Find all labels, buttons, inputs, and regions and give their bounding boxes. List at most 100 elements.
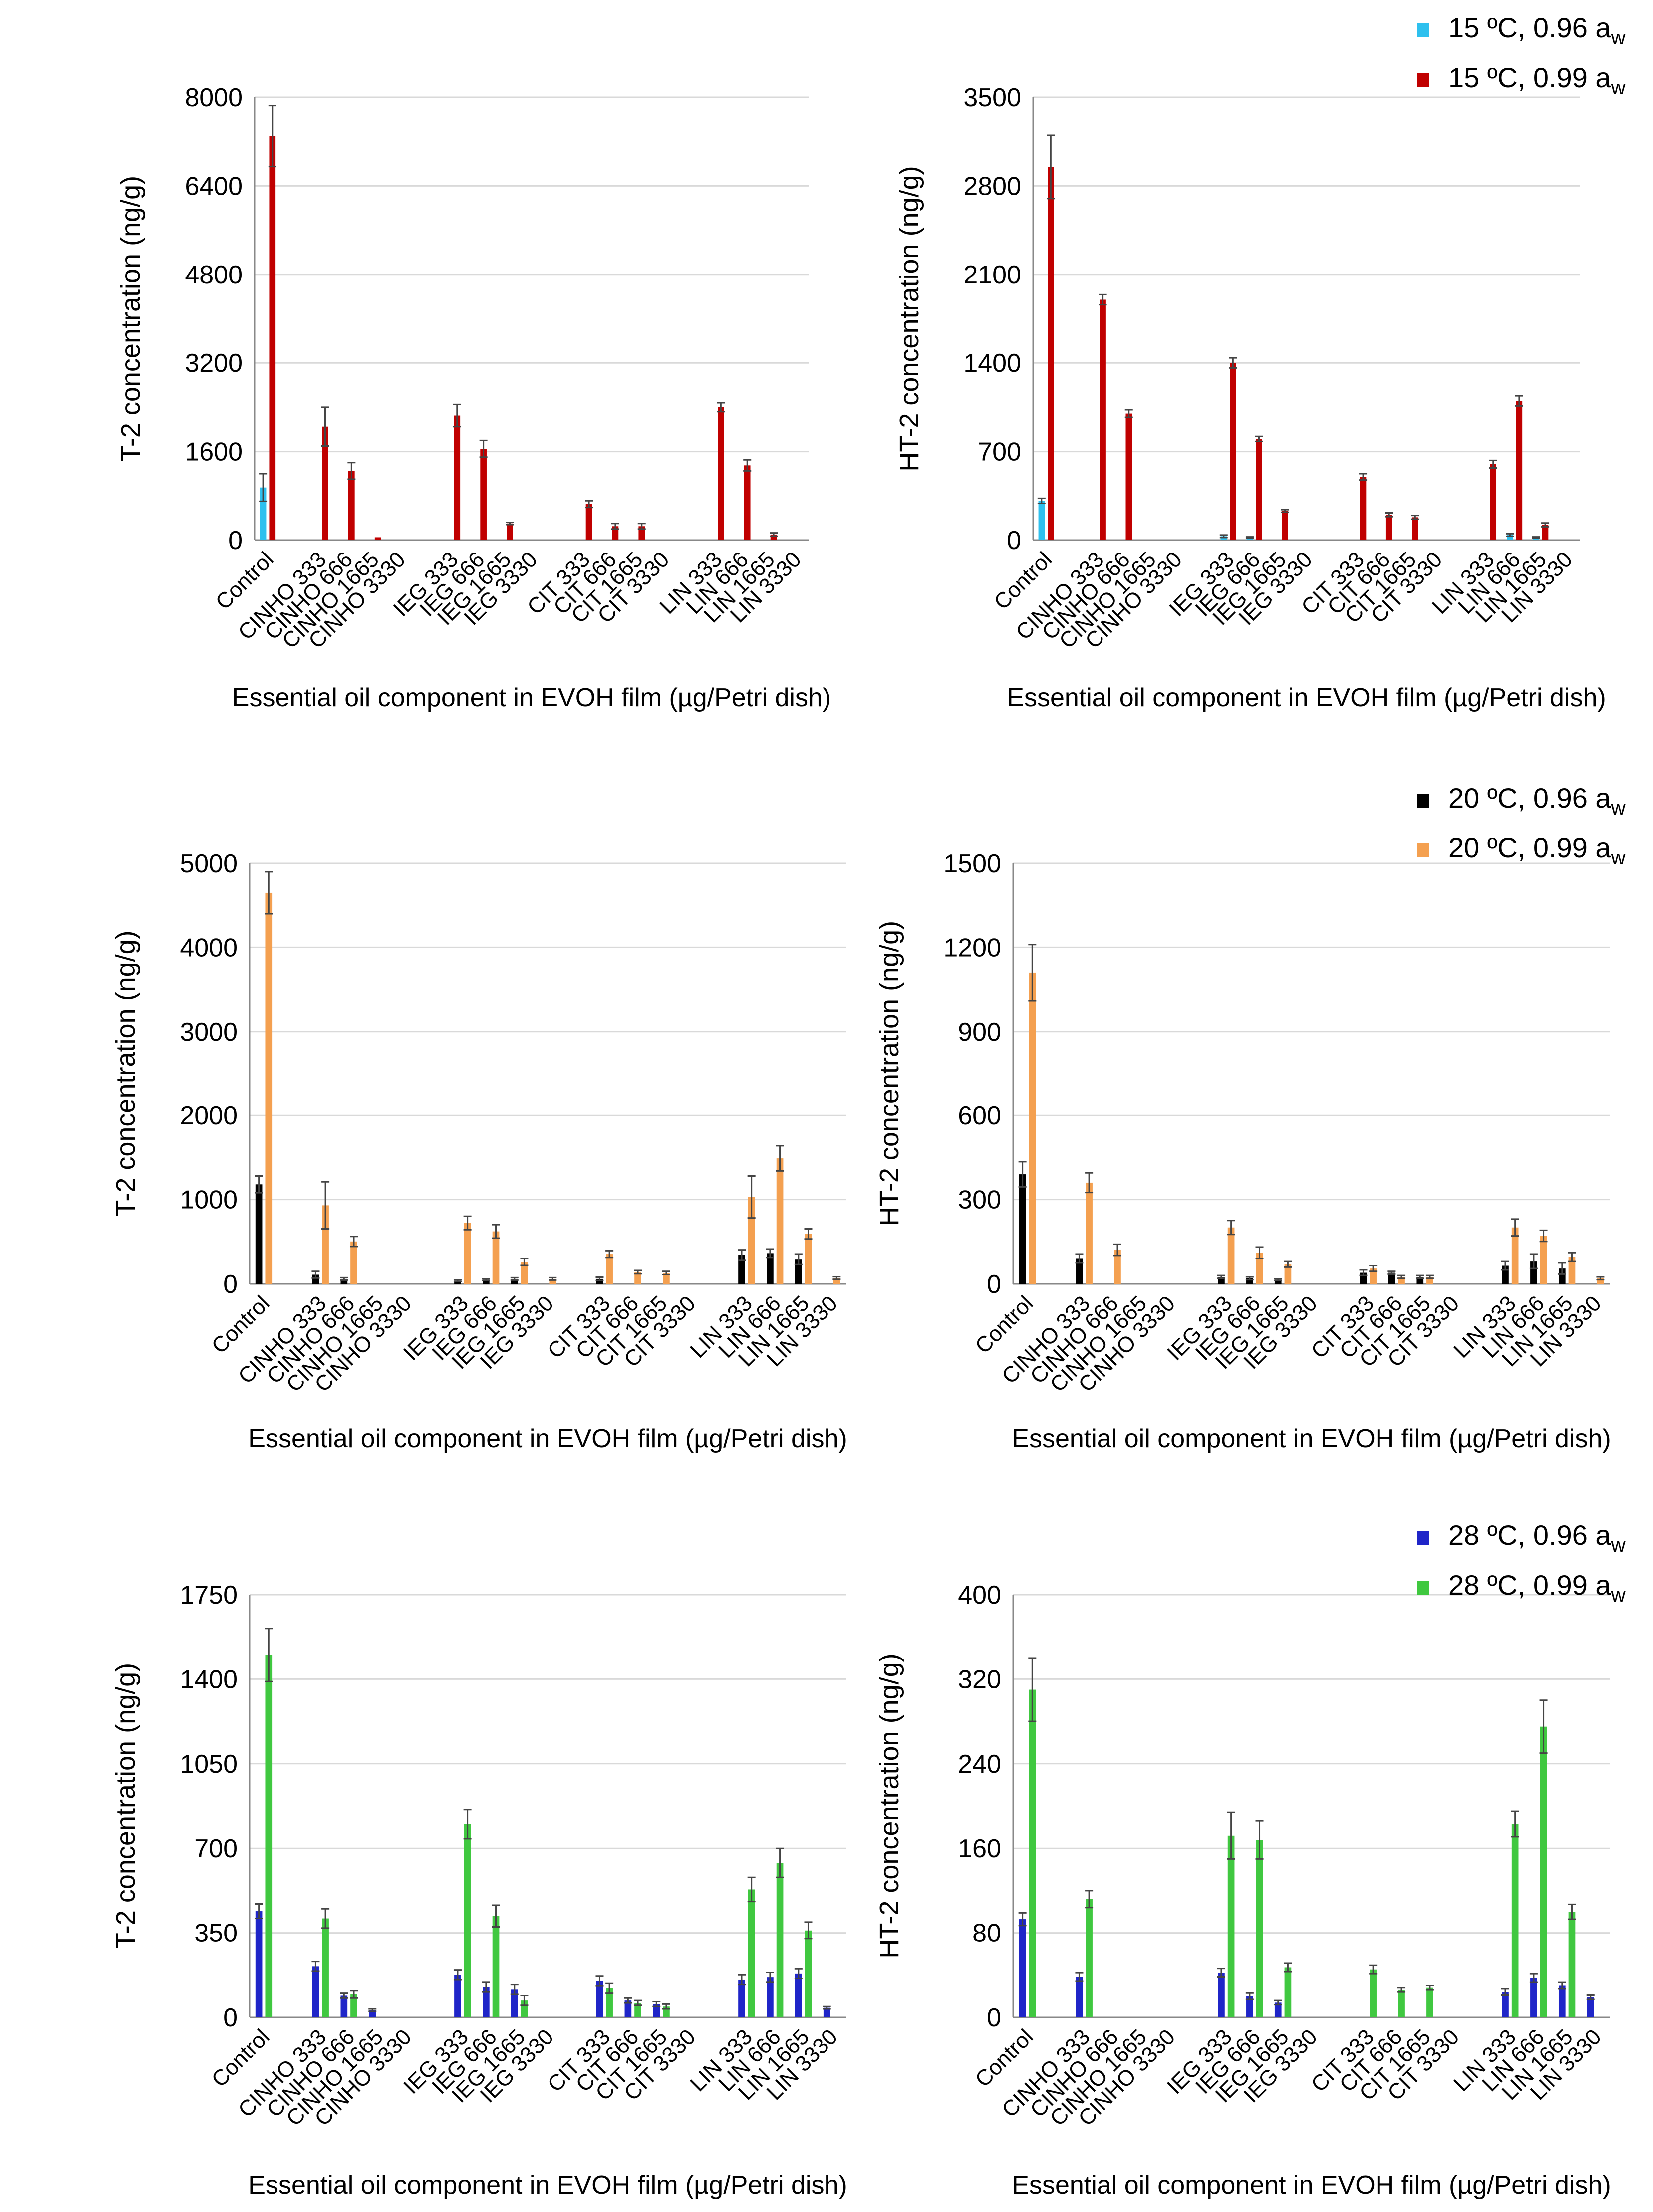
bar [776, 1158, 784, 1284]
bar [1246, 1996, 1253, 2017]
bar [1370, 1969, 1377, 2017]
bar [1125, 413, 1132, 540]
y-tick-label: 3500 [963, 83, 1021, 112]
y-tick-label: 1050 [180, 1750, 238, 1779]
bar [1540, 1236, 1547, 1284]
bar [1385, 515, 1392, 540]
bar [1086, 1899, 1093, 2017]
bar [1038, 501, 1045, 540]
bar [511, 1989, 518, 2017]
bar [744, 465, 751, 540]
y-tick-label: 400 [958, 1581, 1001, 1610]
bar [1256, 1840, 1263, 2017]
bar [340, 1995, 348, 2017]
bar [606, 1254, 613, 1284]
bar [1558, 1985, 1566, 2017]
bar [1230, 363, 1236, 540]
bar [1100, 299, 1106, 540]
chart-panel-1-1: 0 300 600 900 1200 1500 HT-2 concentration (ng… [874, 849, 1611, 1453]
bar [1412, 517, 1418, 540]
bar [350, 1994, 357, 2017]
y-axis-label: HT-2 concentration (ng/g) [874, 921, 904, 1226]
y-tick-label: 0 [987, 2003, 1001, 2032]
bar [795, 1259, 802, 1284]
legend-label: 28 ºC, 0.96 aw [1448, 1519, 1626, 1556]
bar [340, 1278, 348, 1284]
y-tick-label: 0 [987, 1270, 1001, 1299]
bar [348, 471, 355, 540]
bar [480, 449, 487, 540]
y-tick-label: 1500 [943, 849, 1001, 878]
y-tick-label: 1400 [963, 349, 1021, 378]
bar [1370, 1268, 1377, 1284]
bar [596, 1278, 603, 1284]
bar [322, 1205, 329, 1284]
bar [1227, 1835, 1235, 2017]
legend-label-subscript: w [1611, 1584, 1626, 1606]
bar [1530, 1261, 1537, 1284]
bar [269, 136, 276, 540]
bar [748, 1889, 755, 2017]
bar [507, 523, 513, 540]
y-tick-label: 80 [972, 1919, 1001, 1948]
x-axis-label: Essential oil component in EVOH film (µg… [248, 1424, 847, 1453]
bar [1029, 972, 1036, 1284]
bar [606, 1988, 613, 2017]
y-axis-label: HT-2 concentration (ng/g) [894, 166, 924, 471]
bar [1218, 1973, 1225, 2017]
legend-label-subscript: w [1611, 77, 1626, 99]
y-tick-label: 1400 [180, 1665, 238, 1694]
bar [1274, 2002, 1282, 2017]
bar [1086, 1182, 1093, 1284]
legend-label-subscript: w [1611, 27, 1626, 49]
bar [1076, 1258, 1083, 1284]
y-axis-label: T-2 concentration (ng/g) [111, 1663, 141, 1949]
legend-1: 20 ºC, 0.96 aw 20 ºC, 0.99 aw [1417, 782, 1626, 869]
bar [255, 1911, 263, 2017]
bar [596, 1981, 603, 2017]
y-tick-label: 2100 [963, 261, 1021, 289]
bar [1502, 1992, 1509, 2017]
bar [738, 1255, 745, 1284]
y-tick-label: 160 [958, 1834, 1001, 1863]
bar [1597, 1278, 1604, 1284]
bar [795, 1973, 802, 2017]
bar [1227, 1227, 1235, 1284]
bar [454, 1280, 461, 1284]
bar [483, 1279, 490, 1284]
bar [1029, 1689, 1036, 2017]
bar [1490, 464, 1497, 540]
bar [718, 407, 724, 540]
legend-label-text: 15 ºC, 0.96 a [1448, 12, 1611, 43]
legend-label: 20 ºC, 0.99 aw [1448, 832, 1626, 869]
y-axis-label: T-2 concentration (ng/g) [111, 930, 141, 1216]
bar [653, 2004, 660, 2017]
bar [1284, 1967, 1292, 2017]
x-axis-label: Essential oil component in EVOH film (µg… [1012, 2171, 1611, 2200]
bar [464, 1824, 471, 2017]
bar [1048, 167, 1054, 540]
y-tick-label: 700 [978, 438, 1021, 467]
bar [1540, 1726, 1547, 2017]
bar [255, 1184, 263, 1284]
bar [374, 537, 381, 540]
bar [1542, 525, 1549, 540]
bar [833, 1278, 840, 1284]
bar [1558, 1268, 1566, 1284]
bar [1114, 1250, 1121, 1284]
bar [663, 1273, 670, 1284]
bar [767, 1977, 774, 2017]
bar [265, 892, 273, 1284]
legend-label: 28 ºC, 0.99 aw [1448, 1569, 1626, 1606]
y-tick-label: 240 [958, 1750, 1001, 1779]
bar [265, 1655, 273, 2017]
y-tick-label: 6400 [185, 172, 243, 201]
bar [1019, 1919, 1026, 2017]
legend-swatch [1417, 73, 1429, 87]
y-tick-label: 2800 [963, 172, 1021, 201]
bar [492, 1231, 500, 1284]
y-tick-label: 350 [194, 1919, 238, 1948]
bar [1256, 439, 1262, 540]
legend-label: 20 ºC, 0.96 aw [1448, 782, 1626, 819]
